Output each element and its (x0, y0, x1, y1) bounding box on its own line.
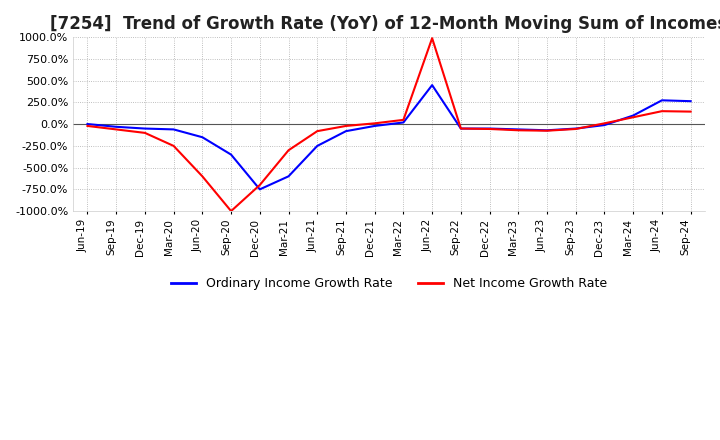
Legend: Ordinary Income Growth Rate, Net Income Growth Rate: Ordinary Income Growth Rate, Net Income … (166, 272, 612, 295)
Title: [7254]  Trend of Growth Rate (YoY) of 12-Month Moving Sum of Incomes: [7254] Trend of Growth Rate (YoY) of 12-… (50, 15, 720, 33)
